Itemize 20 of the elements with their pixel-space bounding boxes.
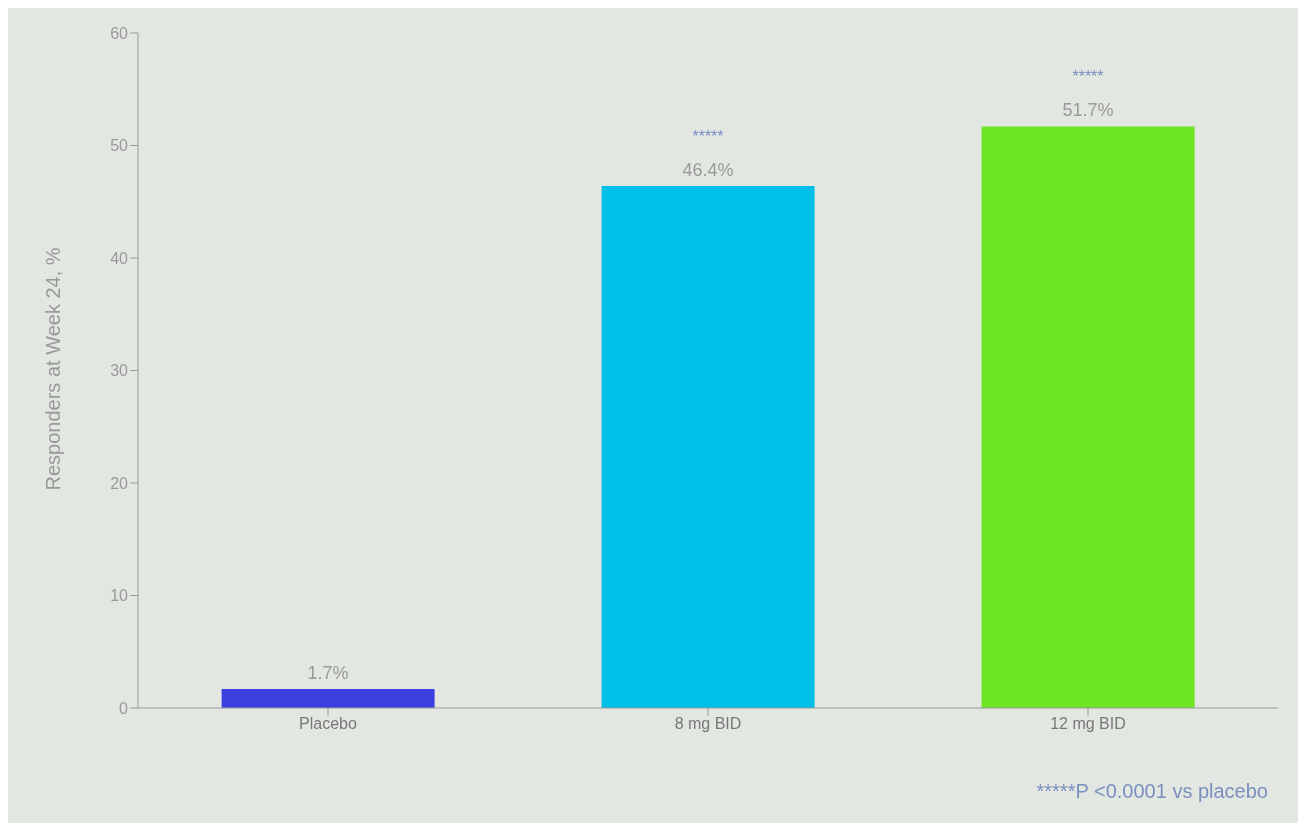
y-tick-label: 60	[110, 24, 129, 42]
bar	[981, 126, 1195, 708]
annotation: *****	[692, 128, 724, 145]
data-label: 46.4%	[682, 160, 734, 180]
data-label: 1.7%	[307, 662, 349, 683]
bar	[221, 688, 435, 708]
x-tick-label: 8 mg BID	[674, 715, 742, 733]
y-tick-label: 0	[119, 699, 129, 717]
x-tick-label: Placebo	[299, 715, 358, 733]
x-tick-label: 12 mg BID	[1050, 715, 1126, 733]
y-tick-label: 40	[110, 249, 129, 267]
y-tick-label: 20	[110, 474, 129, 492]
data-label: 51.7%	[1062, 100, 1114, 121]
y-tick-label: 30	[110, 362, 129, 380]
y-tick-label: 10	[110, 587, 129, 605]
text: *****P <0.0001 vs placebo	[1036, 780, 1268, 803]
bar	[601, 186, 815, 708]
y-tick-label: 50	[110, 137, 129, 155]
annotation: *****	[1072, 68, 1104, 86]
y-axis-title: Responders at Week 24, %	[42, 247, 65, 491]
